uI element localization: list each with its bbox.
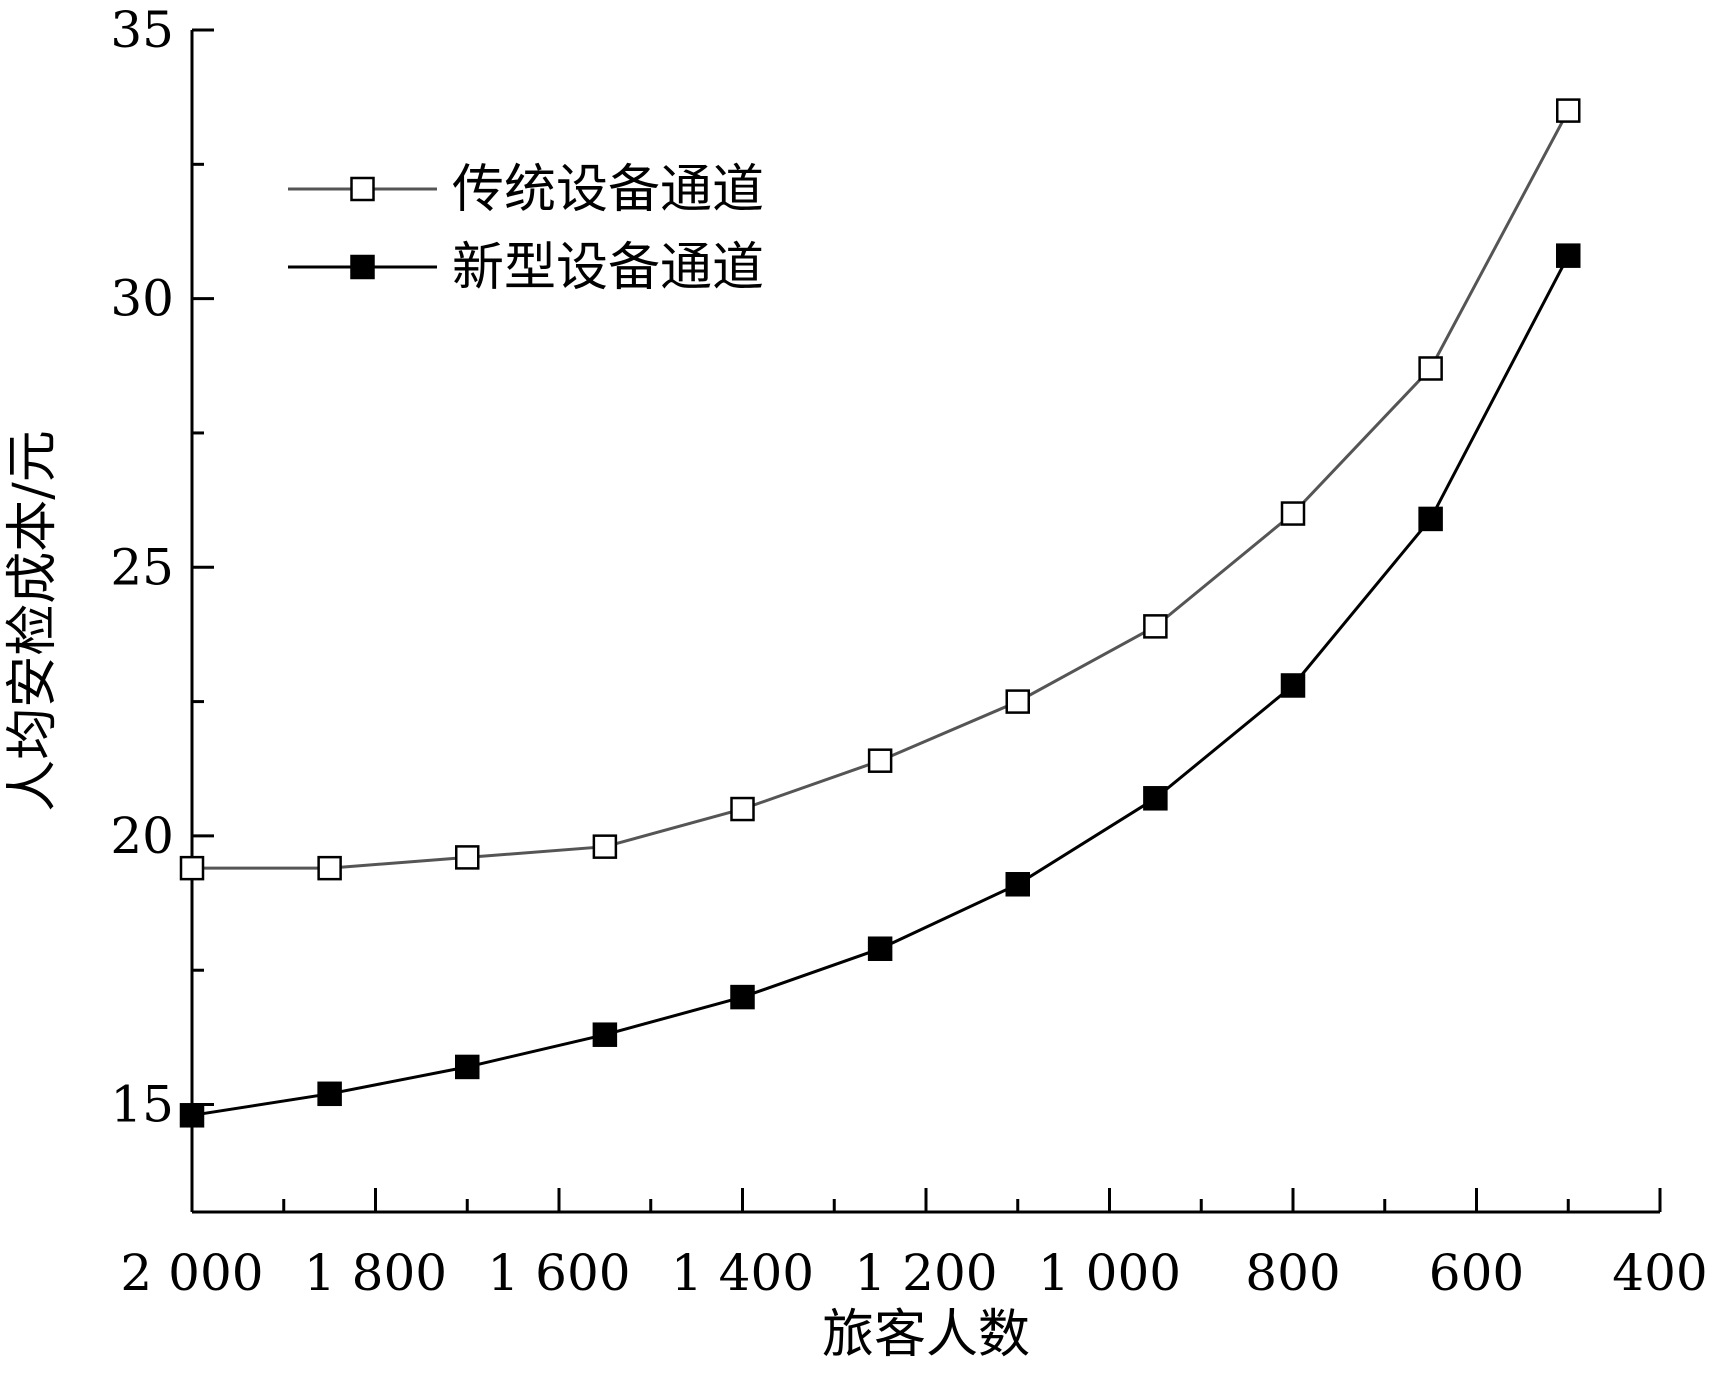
data-point [317,1081,342,1107]
x-tick-label: 600 [1429,1244,1524,1302]
data-point [1143,786,1168,811]
series-line [191,255,1570,1117]
x-tick-label: 1 800 [304,1244,447,1302]
data-point [179,855,205,881]
data-point [455,1054,480,1080]
data-point [867,936,893,961]
data-point [730,984,755,1010]
legend-entry-1: 传统设备通道 [288,160,764,220]
axes: 2 000 1 800 1 600 1 400 1 200 1 000 800 600 400 1… [110,1,1707,1302]
x-tick-label: 1 400 [671,1244,814,1302]
data-point [1418,506,1443,532]
data-point [592,834,618,859]
x-tick-label: 400 [1612,1244,1707,1302]
data-point [1556,243,1581,268]
data-point [1280,673,1306,698]
series-2 [179,243,1581,1128]
data-point [455,845,480,870]
legend-label: 传统设备通道 [452,160,764,220]
data-point [730,796,755,822]
data-point [1418,356,1443,381]
legend-entry-2: 新型设备通道 [288,238,764,298]
data-point [1143,614,1168,639]
data-point [317,855,342,881]
data-point [1005,689,1030,714]
x-tick-label: 1 600 [487,1244,630,1302]
y-tick-label: 35 [110,1,174,59]
data-point [1005,872,1030,897]
series-layer [179,98,1581,1128]
data-point [1556,98,1581,123]
x-axis-label: 旅客人数 [822,1305,1030,1365]
series-1 [179,98,1581,881]
y-axis-label: 人均安检成本/元 [3,430,63,812]
x-tick-label: 2 000 [120,1244,263,1302]
y-tick-label: 25 [110,538,174,596]
x-tick-label: 1 200 [854,1244,997,1302]
data-point [592,1022,618,1047]
y-tick-label: 30 [110,270,174,328]
y-tick-label: 15 [110,1076,174,1134]
y-tick-label: 20 [110,807,174,865]
data-point [179,1103,205,1128]
legend-marker [350,176,375,202]
data-point [867,748,893,773]
x-tick-label: 1 000 [1038,1244,1181,1302]
legend-label: 新型设备通道 [452,238,764,298]
legend-marker [350,254,375,280]
data-point [1280,501,1306,526]
x-tick-label: 800 [1245,1244,1340,1302]
